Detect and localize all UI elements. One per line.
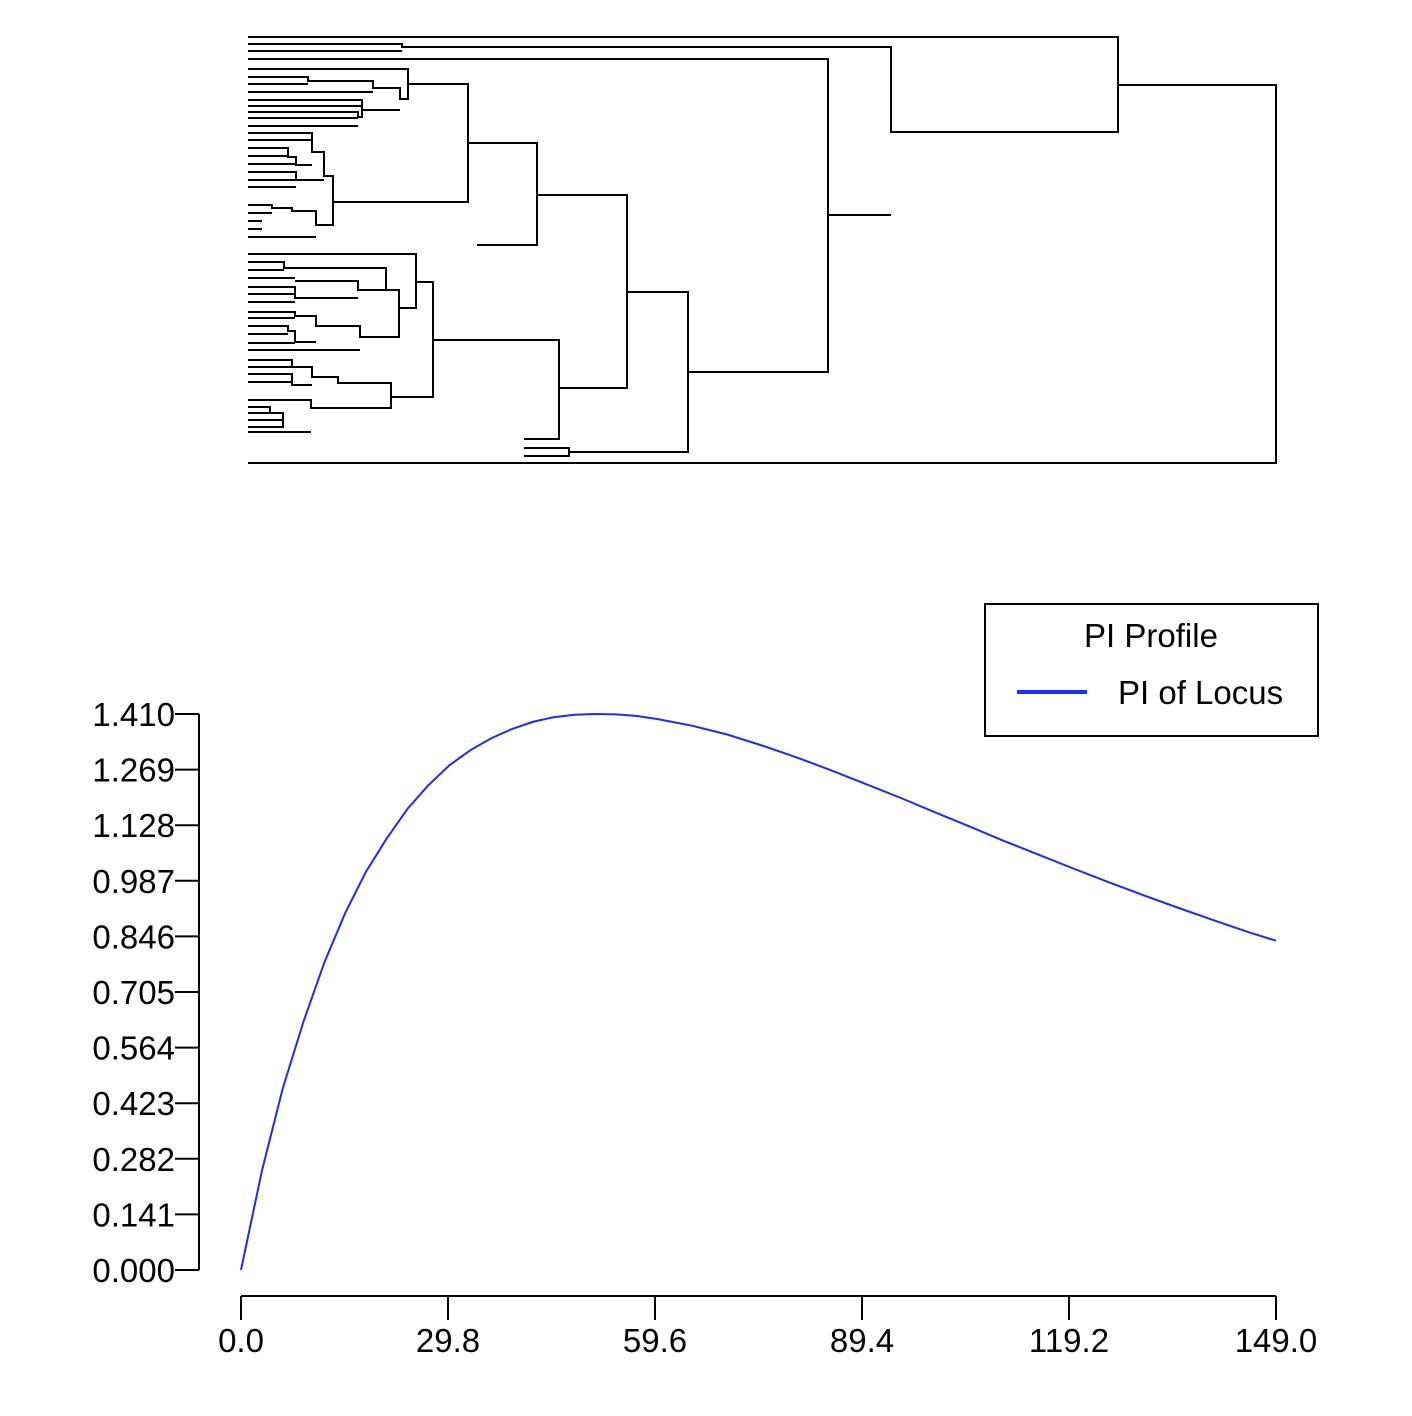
x-axis: 0.0 29.8 59.6 89.4 119.2 149.0 — [218, 1295, 1318, 1359]
y-tick-label: 0.705 — [92, 974, 175, 1011]
dendrogram — [248, 36, 1277, 464]
y-tick-label: 0.423 — [92, 1085, 175, 1122]
y-tick-label: 0.000 — [92, 1252, 175, 1289]
y-tick-label: 1.128 — [92, 807, 175, 844]
y-tick-label: 1.269 — [92, 752, 175, 789]
legend-box — [984, 603, 1319, 737]
legend: PI Profile PI of Locus — [984, 603, 1319, 737]
dendrogram-branch — [248, 202, 334, 238]
dendrogram-branch — [688, 215, 829, 373]
dendrogram-branch — [248, 340, 434, 398]
x-tick-label: 29.8 — [416, 1322, 480, 1359]
dendrogram-branch — [248, 84, 1277, 464]
y-tick-label: 0.846 — [92, 918, 175, 955]
x-tick-label: 89.4 — [830, 1322, 894, 1359]
dendrogram-branch — [248, 58, 891, 216]
dendrogram-branch — [248, 317, 360, 351]
series-line-pi-of-locus — [240, 712, 1277, 1271]
x-tick-label: 149.0 — [1235, 1322, 1318, 1359]
dendrogram-branch — [248, 261, 387, 303]
x-tick-label: 119.2 — [1029, 1322, 1109, 1359]
x-tick-label: 59.6 — [623, 1322, 687, 1359]
y-tick-label: 0.564 — [92, 1030, 175, 1067]
y-tick-label: 1.410 — [92, 696, 175, 733]
dendrogram-branch — [248, 397, 392, 433]
dendrogram-branch — [248, 91, 400, 127]
y-tick-label: 0.987 — [92, 863, 175, 900]
dendrogram-branch — [248, 147, 324, 188]
dendrogram-branches — [248, 36, 1277, 464]
dendrogram-branch — [248, 36, 1119, 133]
legend-title: PI Profile — [1084, 617, 1218, 654]
y-axis: 0.000 0.141 0.282 0.423 0.564 0.705 0.846 0.987… — [92, 696, 200, 1289]
dendrogram-branch — [524, 291, 689, 457]
y-tick-label: 0.282 — [92, 1141, 175, 1178]
dendrogram-branch — [248, 282, 417, 338]
x-tick-label: 0.0 — [218, 1322, 264, 1359]
y-tick-label: 0.141 — [92, 1196, 175, 1233]
legend-entry-label: PI of Locus — [1118, 674, 1283, 711]
